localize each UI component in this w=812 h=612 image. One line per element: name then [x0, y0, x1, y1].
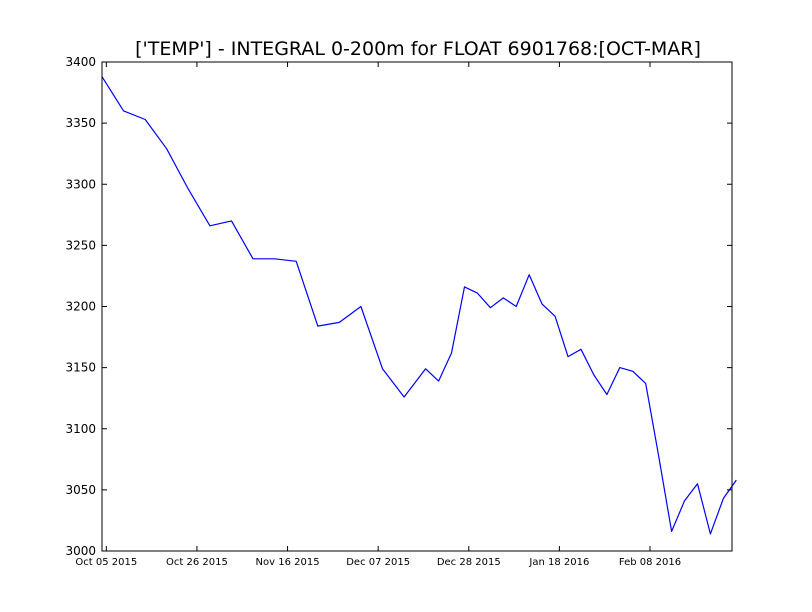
y-tick-label: 3350 [65, 116, 96, 130]
y-tick-label: 3200 [65, 300, 96, 314]
y-tick-label: 3050 [65, 483, 96, 497]
x-tick-label: Oct 26 2015 [166, 557, 228, 568]
series-line [101, 76, 737, 535]
x-axis: Oct 05 2015 Oct 26 2015 Nov 16 2015 Dec 07 … [75, 62, 681, 568]
x-tick-label: Oct 05 2015 [75, 557, 137, 568]
y-tick-label: 3150 [65, 361, 96, 375]
chart-title: ['TEMP'] - INTEGRAL 0-200m for FLOAT 690… [135, 38, 701, 60]
plot-layer [101, 76, 737, 535]
y-tick-label: 3100 [65, 422, 96, 436]
plot-frame [101, 61, 733, 552]
y-tick-label: 3000 [65, 544, 96, 558]
x-tick-label: Jan 18 2016 [528, 557, 589, 568]
x-tick-label: Dec 07 2015 [346, 557, 410, 568]
y-tick-label: 3400 [65, 55, 96, 69]
x-tick-label: Dec 28 2015 [437, 557, 501, 568]
y-tick-label: 3300 [65, 177, 96, 191]
x-tick-label: Feb 08 2016 [619, 557, 681, 568]
x-tick-label: Nov 16 2015 [256, 557, 320, 568]
y-tick-label: 3250 [65, 238, 96, 252]
y-axis: 3000 3050 3100 3150 3200 3250 3300 3350 3400 [65, 55, 732, 558]
